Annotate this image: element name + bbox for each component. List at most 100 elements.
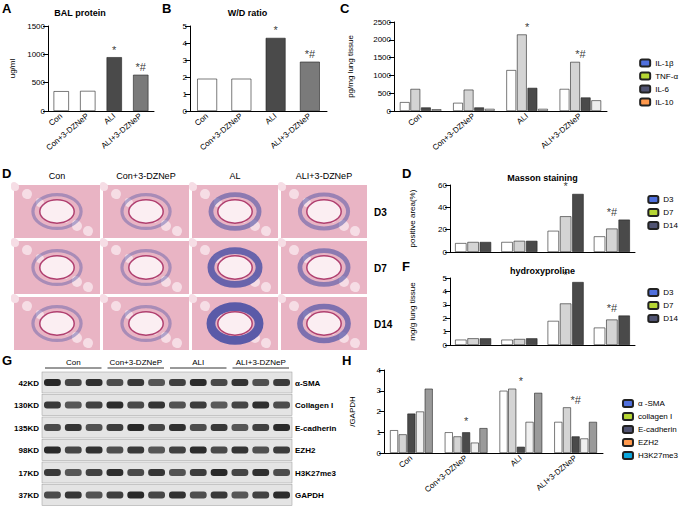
svg-text:B: B (162, 1, 171, 16)
svg-text:Con: Con (47, 112, 64, 128)
svg-text:D: D (2, 166, 11, 181)
svg-text:*: * (563, 269, 568, 281)
svg-text:collagen I: collagen I (638, 412, 672, 421)
svg-text:2500: 2500 (373, 18, 391, 27)
svg-text:3: 3 (377, 386, 382, 395)
svg-text:*#: *# (570, 394, 581, 406)
svg-text:Con+3-DZNeP: Con+3-DZNeP (116, 171, 175, 181)
svg-text:Con: Con (49, 171, 66, 181)
svg-text:D3: D3 (663, 288, 674, 297)
svg-text:F: F (402, 259, 410, 274)
svg-text:*: * (563, 180, 568, 192)
svg-text:mg/g lung tissue: mg/g lung tissue (408, 282, 417, 341)
svg-text:*#: *# (305, 48, 316, 60)
svg-text:D3: D3 (374, 207, 387, 218)
svg-text:20: 20 (438, 225, 447, 234)
svg-text:2: 2 (377, 407, 382, 416)
svg-text:60: 60 (438, 181, 447, 190)
svg-text:D7: D7 (374, 263, 387, 274)
svg-text:*: * (525, 21, 530, 33)
svg-text:*#: *# (575, 48, 586, 60)
svg-text:ug/ml: ug/ml (8, 58, 17, 78)
svg-text:EZH2: EZH2 (638, 438, 659, 447)
svg-text:98KD: 98KD (19, 446, 40, 455)
svg-text:H: H (342, 353, 351, 368)
svg-text:Con: Con (406, 112, 423, 128)
svg-text:2000: 2000 (373, 35, 391, 44)
svg-text:ALI: ALI (192, 358, 204, 367)
svg-text:1000: 1000 (27, 50, 45, 59)
svg-text:4: 4 (443, 287, 448, 296)
svg-text:ALI+3-DZNeP: ALI+3-DZNeP (534, 454, 578, 493)
svg-text:D: D (402, 166, 411, 181)
svg-text:130KD: 130KD (14, 401, 39, 410)
svg-text:Con+3-DZNeP: Con+3-DZNeP (45, 112, 91, 153)
svg-text:EZH2: EZH2 (295, 446, 316, 455)
svg-text:2: 2 (443, 314, 448, 323)
svg-text:TNF-α: TNF-α (655, 72, 678, 81)
svg-text:17KD: 17KD (19, 469, 40, 478)
svg-text:positive area(%): positive area(%) (408, 189, 417, 247)
svg-text:0: 0 (183, 107, 188, 116)
svg-text:D3: D3 (663, 195, 674, 204)
svg-text:C: C (340, 1, 350, 16)
svg-text:D7: D7 (663, 208, 674, 217)
svg-text:5: 5 (183, 22, 188, 31)
svg-text:ALI+3-DZNeP: ALI+3-DZNeP (236, 358, 286, 367)
svg-text:*#: *# (607, 206, 618, 218)
svg-text:IL-6: IL-6 (655, 85, 669, 94)
svg-text:2: 2 (183, 73, 188, 82)
svg-text:GAPDH: GAPDH (295, 491, 324, 500)
svg-text:W/D ratio: W/D ratio (228, 8, 268, 18)
svg-text:Con+3-DZNeP: Con+3-DZNeP (431, 112, 477, 153)
svg-text:3: 3 (443, 300, 448, 309)
svg-text:Collagen I: Collagen I (295, 401, 333, 410)
svg-text:40: 40 (438, 203, 447, 212)
svg-text:ALI: ALI (102, 112, 117, 127)
svg-text:D7: D7 (663, 301, 674, 310)
svg-text:Con: Con (66, 358, 81, 367)
svg-text:5: 5 (443, 274, 448, 283)
svg-text:*#: *# (136, 61, 147, 73)
svg-text:*: * (112, 44, 117, 56)
svg-text:4: 4 (377, 366, 382, 375)
svg-text:1: 1 (377, 428, 382, 437)
svg-text:1: 1 (443, 327, 448, 336)
svg-text:ALI: ALI (509, 454, 524, 469)
svg-text:BAL protein: BAL protein (54, 8, 105, 18)
svg-text:ALI+3-DZNeP: ALI+3-DZNeP (100, 112, 144, 151)
svg-text:D14: D14 (663, 221, 678, 230)
svg-text:D14: D14 (663, 314, 678, 323)
svg-text:IL-1β: IL-1β (655, 59, 674, 68)
svg-text:*: * (464, 415, 469, 427)
svg-text:AL: AL (229, 171, 240, 181)
svg-text:A: A (2, 1, 12, 16)
svg-text:1: 1 (183, 90, 188, 99)
svg-text:0: 0 (377, 449, 382, 458)
svg-text:*: * (273, 24, 278, 36)
svg-text:E-cadherin: E-cadherin (638, 425, 677, 434)
svg-text:H3K27me3: H3K27me3 (295, 469, 336, 478)
svg-text:1500: 1500 (373, 53, 391, 62)
svg-text:Con: Con (193, 112, 210, 128)
svg-text:/GAPDH: /GAPDH (348, 396, 357, 427)
svg-text:ALI+3-DZNeP: ALI+3-DZNeP (296, 171, 352, 181)
svg-text:ALI: ALI (264, 112, 279, 127)
svg-text:135KD: 135KD (14, 424, 39, 433)
svg-text:0: 0 (443, 341, 448, 350)
svg-text:ALI+3-DZNeP: ALI+3-DZNeP (269, 112, 313, 151)
svg-text:500: 500 (378, 89, 392, 98)
svg-text:4: 4 (183, 39, 188, 48)
svg-text:0: 0 (387, 107, 392, 116)
svg-text:0: 0 (443, 248, 448, 257)
svg-text:G: G (2, 353, 12, 368)
svg-text:pg/mg lung tissue: pg/mg lung tissue (346, 35, 355, 98)
svg-text:ALI+3-DZNeP: ALI+3-DZNeP (539, 112, 583, 151)
svg-text:37KD: 37KD (19, 491, 40, 500)
svg-text:0: 0 (41, 107, 46, 116)
svg-text:α -SMA: α -SMA (638, 399, 666, 408)
svg-text:Con+3-DZNeP: Con+3-DZNeP (423, 454, 469, 495)
svg-text:1500: 1500 (27, 22, 45, 31)
svg-text:*#: *# (607, 302, 618, 314)
svg-text:Con+3-DZNeP: Con+3-DZNeP (109, 358, 162, 367)
